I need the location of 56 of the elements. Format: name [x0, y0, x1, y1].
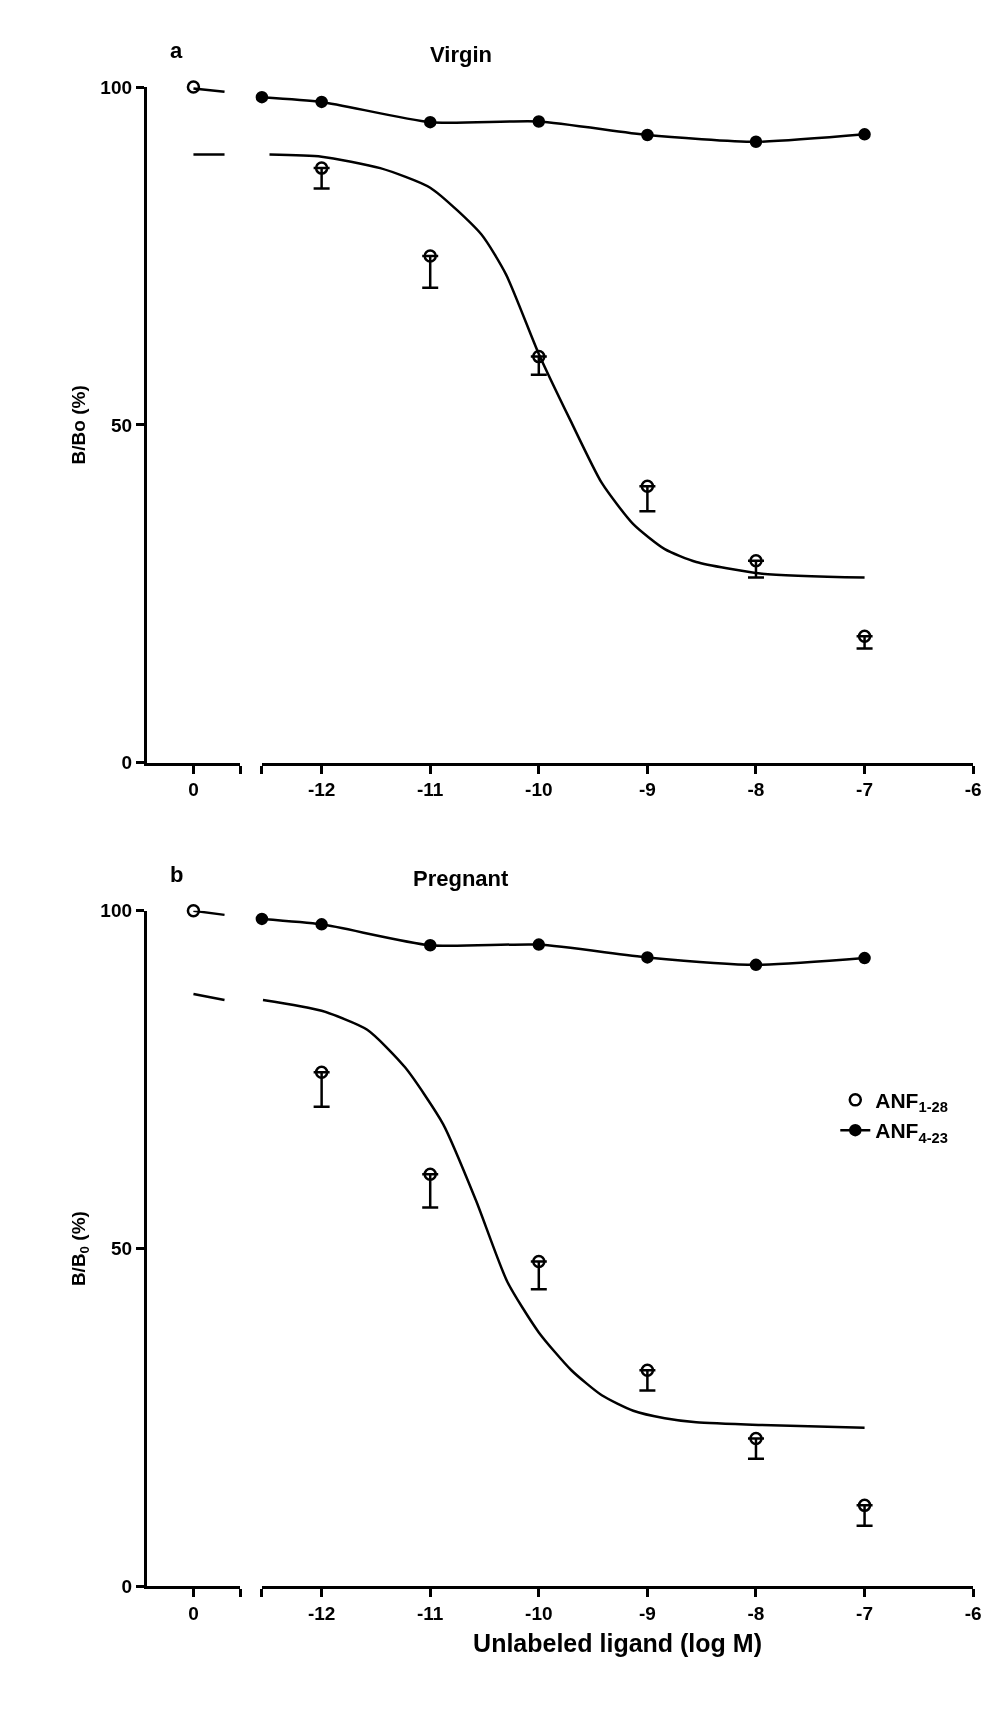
x-tick-label: -10: [525, 779, 553, 801]
point: [315, 918, 328, 931]
y-tick-label: 0: [121, 752, 133, 774]
point: [532, 115, 546, 128]
point: [749, 1431, 763, 1446]
point: [749, 135, 763, 149]
point: [532, 1254, 546, 1269]
point: [255, 912, 269, 926]
legend-label: ANF$_{4-23}$: [875, 1119, 948, 1146]
x-tick-label: -7: [856, 1603, 874, 1625]
x-tick-label: -12: [307, 779, 336, 801]
x-tick-label: 0: [188, 779, 199, 801]
x-tick-label: -10: [525, 1603, 553, 1625]
x-tick-label: -9: [638, 779, 656, 801]
point: [857, 629, 872, 644]
point: [640, 479, 655, 494]
x-tick-label: -11: [417, 779, 444, 801]
x-tick-label: 0: [188, 1603, 199, 1625]
point: [532, 349, 546, 364]
x-tick-label: -12: [307, 1603, 336, 1625]
text: b: [170, 862, 184, 887]
point: [532, 938, 546, 951]
y-tick-label: 100: [100, 76, 133, 98]
y-tick-label: 50: [110, 1238, 133, 1260]
y-tick-label: 0: [121, 1576, 133, 1598]
chart-title: Pregnant: [413, 866, 510, 891]
y-axis-title: B/Bo (%): [68, 385, 90, 465]
point: [423, 115, 437, 129]
x-tick-label: -8: [747, 779, 765, 801]
point: [857, 1498, 872, 1513]
point: [423, 249, 437, 263]
x-tick-label: -6: [964, 779, 982, 801]
x-tick-label: -7: [856, 779, 874, 801]
y-tick-label: 50: [110, 414, 133, 436]
point: [640, 1363, 655, 1377]
legend-label: ANF$_{1-28}$: [875, 1089, 948, 1116]
x-tick-label: -8: [747, 1603, 765, 1625]
point: [749, 553, 763, 568]
point: [641, 951, 654, 964]
x-axis-title: Unlabeled ligand (log M): [473, 1629, 762, 1658]
chart-title: Virgin: [430, 42, 492, 67]
point: [314, 1065, 329, 1080]
point: [315, 95, 328, 109]
point: [641, 128, 654, 142]
point: [858, 128, 871, 141]
point: [423, 1167, 437, 1182]
point: [255, 90, 269, 104]
x-tick-label: -9: [638, 1603, 656, 1625]
point: [858, 951, 871, 965]
point: [423, 939, 437, 952]
y-tick-label: 100: [100, 900, 133, 922]
x-tick-label: -11: [417, 1603, 444, 1625]
point: [749, 958, 763, 972]
text: a: [170, 38, 183, 63]
point: [314, 161, 329, 175]
x-tick-label: -6: [964, 1603, 982, 1625]
